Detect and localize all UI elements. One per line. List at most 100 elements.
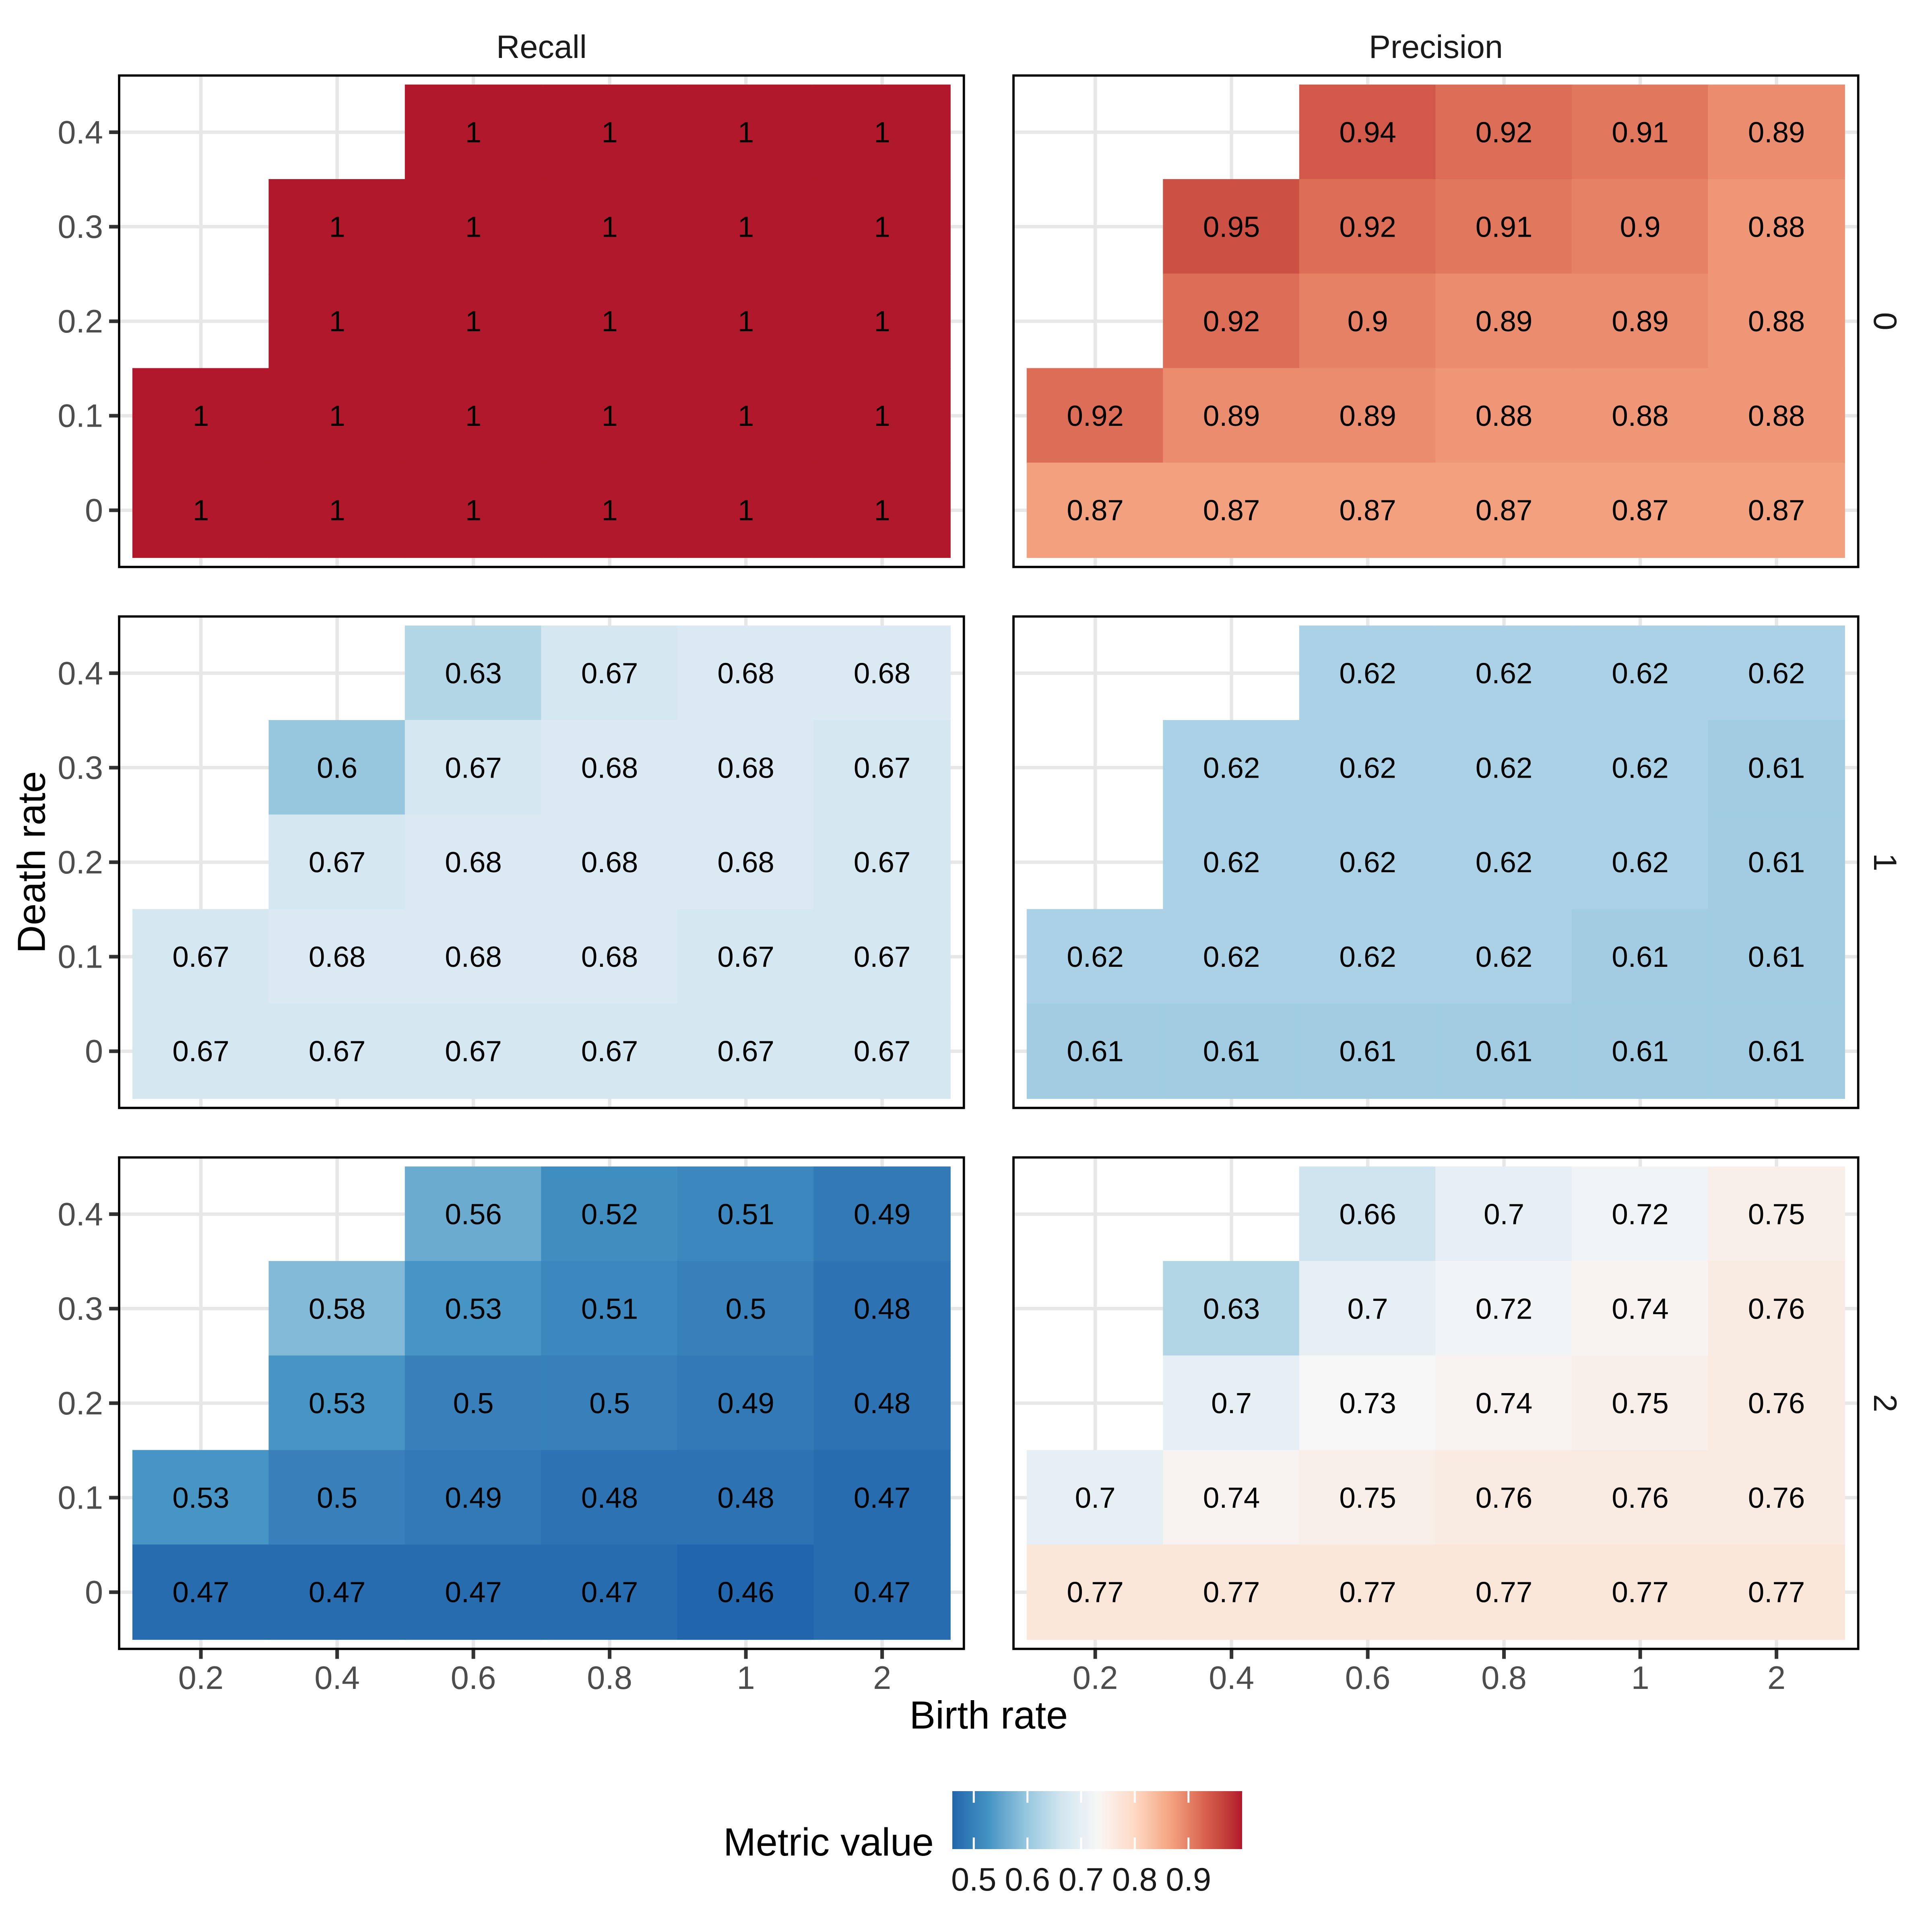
svg-text:0.8: 0.8 xyxy=(587,1660,632,1696)
svg-text:0.62: 0.62 xyxy=(1339,846,1396,879)
svg-text:0.62: 0.62 xyxy=(1476,846,1532,879)
svg-text:1: 1 xyxy=(465,211,481,243)
svg-text:0.94: 0.94 xyxy=(1339,116,1396,149)
svg-text:0.2: 0.2 xyxy=(58,844,103,881)
svg-text:0.89: 0.89 xyxy=(1476,305,1532,338)
svg-text:0: 0 xyxy=(1867,312,1903,330)
svg-text:0.91: 0.91 xyxy=(1476,211,1532,243)
svg-text:0.89: 0.89 xyxy=(1748,116,1805,149)
svg-text:0.67: 0.67 xyxy=(717,941,774,973)
svg-text:0.4: 0.4 xyxy=(314,1660,360,1696)
svg-text:0.67: 0.67 xyxy=(717,1035,774,1068)
svg-text:0.5: 0.5 xyxy=(951,1862,997,1898)
svg-text:0.67: 0.67 xyxy=(309,846,365,879)
svg-text:0.53: 0.53 xyxy=(172,1482,229,1514)
svg-text:1: 1 xyxy=(465,494,481,527)
svg-text:0.3: 0.3 xyxy=(58,1291,103,1327)
svg-text:0.61: 0.61 xyxy=(1748,1035,1805,1068)
svg-text:1: 1 xyxy=(193,494,209,527)
svg-text:1: 1 xyxy=(874,400,890,432)
svg-text:1: 1 xyxy=(1631,1660,1649,1696)
svg-text:0.67: 0.67 xyxy=(445,751,502,784)
svg-text:0.68: 0.68 xyxy=(581,751,638,784)
svg-text:0.72: 0.72 xyxy=(1612,1198,1668,1231)
svg-text:0.89: 0.89 xyxy=(1339,400,1396,432)
svg-text:0.53: 0.53 xyxy=(445,1292,502,1325)
svg-text:0.77: 0.77 xyxy=(1748,1576,1805,1609)
svg-text:0.89: 0.89 xyxy=(1203,400,1260,432)
svg-text:0.46: 0.46 xyxy=(717,1576,774,1609)
svg-text:0.66: 0.66 xyxy=(1339,1198,1396,1231)
svg-text:0.62: 0.62 xyxy=(1339,941,1396,973)
svg-text:0.63: 0.63 xyxy=(1203,1292,1260,1325)
svg-text:0.56: 0.56 xyxy=(445,1198,502,1231)
svg-text:0.74: 0.74 xyxy=(1476,1387,1532,1420)
svg-text:Precision: Precision xyxy=(1369,29,1503,65)
svg-text:0.68: 0.68 xyxy=(717,657,774,690)
svg-text:1: 1 xyxy=(737,1660,755,1696)
svg-text:0.2: 0.2 xyxy=(178,1660,224,1696)
svg-text:0.88: 0.88 xyxy=(1748,305,1805,338)
svg-text:0.7: 0.7 xyxy=(1059,1862,1104,1898)
svg-text:0.4: 0.4 xyxy=(1209,1660,1254,1696)
svg-text:0.7: 0.7 xyxy=(1075,1482,1116,1514)
svg-text:2: 2 xyxy=(873,1660,891,1696)
svg-text:0.77: 0.77 xyxy=(1203,1576,1260,1609)
svg-text:0.51: 0.51 xyxy=(581,1292,638,1325)
svg-text:0.67: 0.67 xyxy=(854,751,910,784)
svg-text:0.49: 0.49 xyxy=(717,1387,774,1420)
svg-text:1: 1 xyxy=(465,400,481,432)
svg-text:0.62: 0.62 xyxy=(1339,751,1396,784)
svg-text:0.72: 0.72 xyxy=(1476,1292,1532,1325)
svg-text:0.76: 0.76 xyxy=(1748,1482,1805,1514)
svg-text:1: 1 xyxy=(601,494,617,527)
svg-text:0.6: 0.6 xyxy=(1005,1862,1050,1898)
svg-text:1: 1 xyxy=(601,305,617,338)
svg-text:0.47: 0.47 xyxy=(172,1576,229,1609)
svg-text:0.89: 0.89 xyxy=(1612,305,1668,338)
svg-text:0.1: 0.1 xyxy=(58,1480,103,1516)
svg-text:0.67: 0.67 xyxy=(581,657,638,690)
svg-text:0.5: 0.5 xyxy=(589,1387,630,1420)
svg-text:0.7: 0.7 xyxy=(1211,1387,1252,1420)
svg-text:0.73: 0.73 xyxy=(1339,1387,1396,1420)
svg-text:0.4: 0.4 xyxy=(58,655,103,691)
svg-text:0.68: 0.68 xyxy=(445,846,502,879)
svg-text:0.61: 0.61 xyxy=(1339,1035,1396,1068)
svg-text:0.62: 0.62 xyxy=(1339,657,1396,690)
svg-text:1: 1 xyxy=(465,116,481,149)
svg-text:0.1: 0.1 xyxy=(58,939,103,975)
svg-text:0.76: 0.76 xyxy=(1748,1387,1805,1420)
svg-text:0.8: 0.8 xyxy=(1481,1660,1527,1696)
svg-text:1: 1 xyxy=(329,494,345,527)
svg-text:0.61: 0.61 xyxy=(1612,1035,1668,1068)
svg-text:0.62: 0.62 xyxy=(1612,846,1668,879)
svg-text:0.67: 0.67 xyxy=(581,1035,638,1068)
svg-text:1: 1 xyxy=(874,211,890,243)
svg-text:0.5: 0.5 xyxy=(726,1292,766,1325)
svg-text:0.2: 0.2 xyxy=(1073,1660,1118,1696)
svg-text:0.77: 0.77 xyxy=(1476,1576,1532,1609)
svg-text:0.62: 0.62 xyxy=(1476,941,1532,973)
svg-text:0.47: 0.47 xyxy=(445,1576,502,1609)
svg-text:0.76: 0.76 xyxy=(1748,1292,1805,1325)
svg-text:0.62: 0.62 xyxy=(1203,751,1260,784)
svg-text:0.92: 0.92 xyxy=(1203,305,1260,338)
svg-text:0.87: 0.87 xyxy=(1339,494,1396,527)
svg-text:0.48: 0.48 xyxy=(717,1482,774,1514)
svg-text:1: 1 xyxy=(738,211,754,243)
svg-text:0.77: 0.77 xyxy=(1339,1576,1396,1609)
svg-text:1: 1 xyxy=(193,400,209,432)
svg-text:Recall: Recall xyxy=(496,29,587,65)
svg-text:2: 2 xyxy=(1767,1660,1785,1696)
svg-text:0.62: 0.62 xyxy=(1203,846,1260,879)
svg-text:0.61: 0.61 xyxy=(1612,941,1668,973)
svg-text:1: 1 xyxy=(601,211,617,243)
svg-text:0.75: 0.75 xyxy=(1339,1482,1396,1514)
svg-text:0.9: 0.9 xyxy=(1348,305,1388,338)
svg-text:0.62: 0.62 xyxy=(1203,941,1260,973)
svg-text:0.62: 0.62 xyxy=(1612,657,1668,690)
svg-text:0.61: 0.61 xyxy=(1748,751,1805,784)
svg-text:0.61: 0.61 xyxy=(1748,941,1805,973)
svg-text:0.63: 0.63 xyxy=(445,657,502,690)
